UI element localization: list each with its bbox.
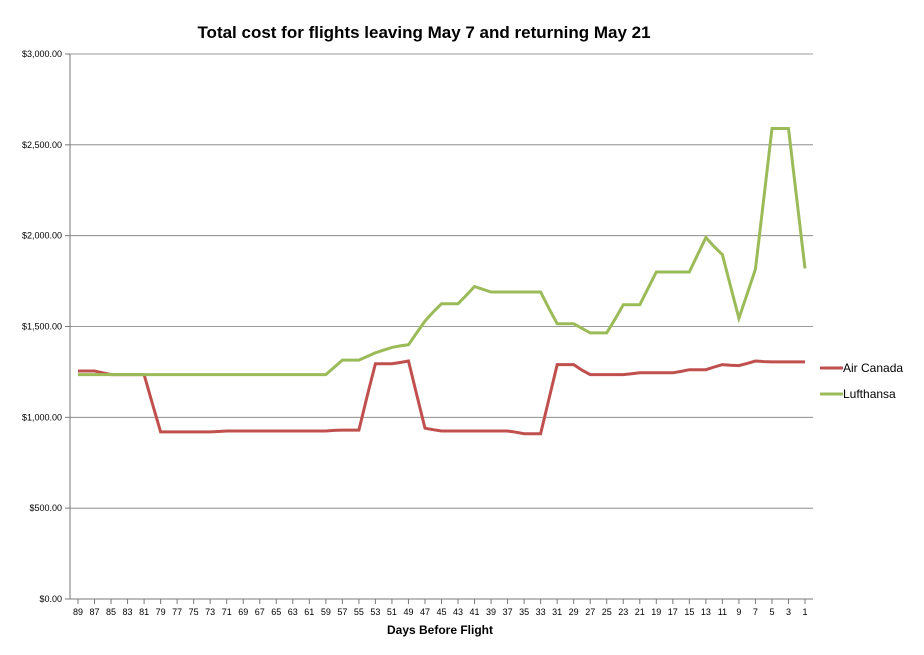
x-tick-label: 53 bbox=[370, 607, 380, 617]
x-tick-label: 49 bbox=[403, 607, 413, 617]
x-axis-tick-labels: 89 87 85 83 81 79 77 75 73 71 69 67 65 63 61 59 57 55 53 51… bbox=[73, 599, 808, 617]
series-line-lufthansa bbox=[78, 127, 807, 377]
x-tick-label: 57 bbox=[337, 607, 347, 617]
x-tick-label: 59 bbox=[321, 607, 331, 617]
x-tick-label: 21 bbox=[635, 607, 645, 617]
x-tick-label: 41 bbox=[470, 607, 480, 617]
x-tick-label: 43 bbox=[453, 607, 463, 617]
y-tick-label: $3,000.00 bbox=[22, 49, 62, 59]
legend: Air Canada Lufthansa bbox=[820, 361, 903, 401]
legend-label-air-canada: Air Canada bbox=[843, 361, 903, 375]
x-tick-label: 63 bbox=[288, 607, 298, 617]
x-tick-label: 15 bbox=[684, 607, 694, 617]
x-tick-label: 13 bbox=[701, 607, 711, 617]
x-tick-label: 29 bbox=[569, 607, 579, 617]
x-tick-label: 19 bbox=[651, 607, 661, 617]
y-tick-label: $2,500.00 bbox=[22, 140, 62, 150]
x-tick-label: 51 bbox=[387, 607, 397, 617]
y-tick-label: $500.00 bbox=[29, 503, 62, 513]
x-tick-label: 79 bbox=[156, 607, 166, 617]
series-lines bbox=[78, 127, 807, 436]
x-tick-label: 5 bbox=[769, 607, 774, 617]
x-axis-title: Days Before Flight bbox=[387, 623, 493, 637]
x-tick-label: 3 bbox=[786, 607, 791, 617]
x-tick-label: 9 bbox=[736, 607, 741, 617]
chart-title: Total cost for flights leaving May 7 and… bbox=[197, 23, 650, 42]
x-tick-label: 35 bbox=[519, 607, 529, 617]
y-tick-label: $1,500.00 bbox=[22, 322, 62, 332]
x-tick-label: 27 bbox=[585, 607, 595, 617]
x-tick-label: 31 bbox=[552, 607, 562, 617]
y-tick-label: $0.00 bbox=[39, 594, 62, 604]
y-tick-label: $1,000.00 bbox=[22, 412, 62, 422]
y-axis-tick-labels: $0.00 $500.00 $1,000.00 $1,500.00 $2,000.00 $… bbox=[22, 49, 62, 604]
x-tick-label: 89 bbox=[73, 607, 83, 617]
x-tick-label: 55 bbox=[354, 607, 364, 617]
x-tick-label: 47 bbox=[420, 607, 430, 617]
x-tick-label: 77 bbox=[172, 607, 182, 617]
x-tick-label: 39 bbox=[486, 607, 496, 617]
x-tick-label: 11 bbox=[718, 607, 727, 617]
x-tick-label: 75 bbox=[189, 607, 199, 617]
x-tick-label: 73 bbox=[205, 607, 215, 617]
x-tick-label: 17 bbox=[668, 607, 678, 617]
x-tick-label: 83 bbox=[123, 607, 133, 617]
x-tick-label: 67 bbox=[255, 607, 265, 617]
x-tick-label: 37 bbox=[503, 607, 513, 617]
x-tick-label: 23 bbox=[618, 607, 628, 617]
x-tick-label: 71 bbox=[222, 607, 232, 617]
x-tick-label: 85 bbox=[106, 607, 116, 617]
x-tick-label: 1 bbox=[802, 607, 807, 617]
gridlines bbox=[65, 53, 813, 600]
legend-label-lufthansa: Lufthansa bbox=[843, 387, 896, 401]
x-tick-label: 61 bbox=[304, 607, 314, 617]
x-tick-label: 65 bbox=[271, 607, 281, 617]
y-tick-label: $2,000.00 bbox=[22, 231, 62, 241]
x-tick-label: 25 bbox=[602, 607, 612, 617]
x-tick-label: 87 bbox=[90, 607, 100, 617]
series-line-air-canada bbox=[78, 359, 805, 436]
x-tick-label: 81 bbox=[139, 607, 149, 617]
x-tick-label: 69 bbox=[238, 607, 248, 617]
x-tick-label: 33 bbox=[536, 607, 546, 617]
x-tick-label: 45 bbox=[436, 607, 446, 617]
x-tick-label: 7 bbox=[753, 607, 758, 617]
